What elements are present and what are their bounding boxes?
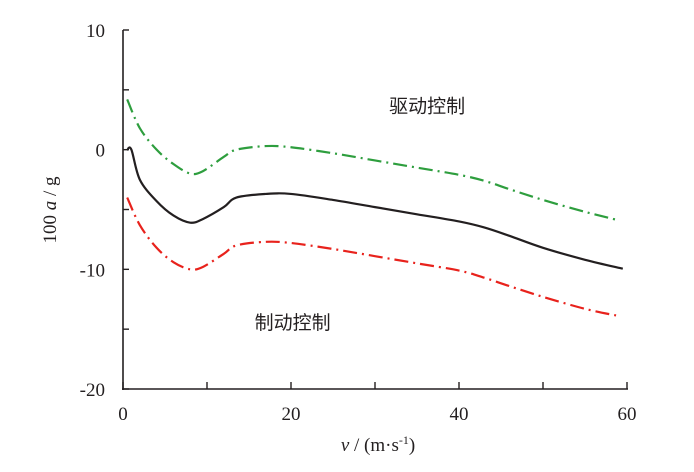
x-axis-var: v	[341, 435, 350, 456]
axes	[122, 30, 628, 390]
x-axis-unit-sup: -1	[399, 433, 409, 447]
y-tick-label: 0	[96, 141, 106, 162]
series-layer	[126, 98, 624, 318]
y-tick-label: 10	[86, 21, 105, 42]
y-axis-suffix: / g	[40, 176, 61, 201]
x-axis-unit-close: )	[409, 435, 415, 456]
series-line-2	[126, 197, 619, 318]
y-tick-label: -10	[80, 260, 105, 281]
annotation-drive-control: 驱动控制	[389, 95, 465, 117]
y-axis-var: a	[40, 201, 61, 211]
series-line-1	[126, 146, 624, 270]
annotations: 驱动控制 制动控制	[255, 95, 465, 334]
series-line-0	[126, 98, 619, 222]
x-tick-label: 60	[618, 404, 637, 425]
y-tick-label: -20	[80, 380, 105, 401]
y-axis-label: 100 a / g	[40, 176, 61, 244]
ticks: 0 20 40 60 10 0 -10 -20	[80, 21, 637, 425]
x-axis-unit: / (m·s	[349, 435, 399, 456]
x-tick-label: 0	[118, 404, 128, 425]
x-tick-label: 20	[282, 404, 301, 425]
x-tick-label: 40	[450, 404, 469, 425]
annotation-brake-control: 制动控制	[255, 312, 331, 334]
x-axis-label: v / (m·s-1)	[341, 433, 415, 456]
y-axis-prefix: 100	[40, 210, 61, 243]
